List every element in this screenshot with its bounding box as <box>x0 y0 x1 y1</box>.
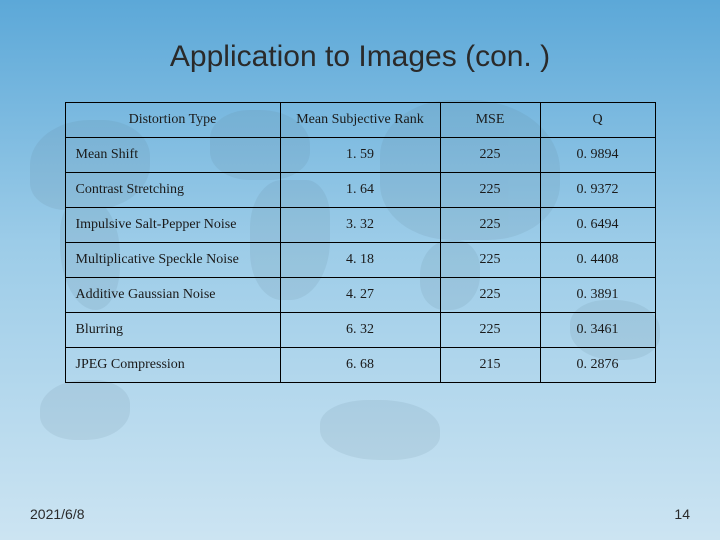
cell-type: Additive Gaussian Noise <box>65 278 280 313</box>
cell-mse: 225 <box>440 138 540 173</box>
table-row: Multiplicative Speckle Noise 4. 18 225 0… <box>65 243 655 278</box>
cell-mse: 225 <box>440 243 540 278</box>
cell-q: 0. 9372 <box>540 173 655 208</box>
cell-mse: 225 <box>440 313 540 348</box>
header-q: Q <box>540 103 655 138</box>
cell-rank: 3. 32 <box>280 208 440 243</box>
table-row: JPEG Compression 6. 68 215 0. 2876 <box>65 348 655 383</box>
cell-q: 0. 4408 <box>540 243 655 278</box>
table-header-row: Distortion Type Mean Subjective Rank MSE… <box>65 103 655 138</box>
footer-date: 2021/6/8 <box>30 506 85 522</box>
cell-mse: 225 <box>440 173 540 208</box>
cell-type: JPEG Compression <box>65 348 280 383</box>
slide-container: Application to Images (con. ) Distortion… <box>0 0 720 540</box>
cell-rank: 1. 64 <box>280 173 440 208</box>
cell-mse: 225 <box>440 278 540 313</box>
cell-q: 0. 9894 <box>540 138 655 173</box>
cell-mse: 215 <box>440 348 540 383</box>
cell-rank: 4. 27 <box>280 278 440 313</box>
table-row: Additive Gaussian Noise 4. 27 225 0. 389… <box>65 278 655 313</box>
cell-rank: 4. 18 <box>280 243 440 278</box>
distortion-table: Distortion Type Mean Subjective Rank MSE… <box>65 102 656 383</box>
cell-type: Contrast Stretching <box>65 173 280 208</box>
table-row: Impulsive Salt-Pepper Noise 3. 32 225 0.… <box>65 208 655 243</box>
header-distortion-type: Distortion Type <box>65 103 280 138</box>
cell-rank: 6. 68 <box>280 348 440 383</box>
header-mean-subjective-rank: Mean Subjective Rank <box>280 103 440 138</box>
cell-type: Mean Shift <box>65 138 280 173</box>
table-row: Mean Shift 1. 59 225 0. 9894 <box>65 138 655 173</box>
cell-q: 0. 6494 <box>540 208 655 243</box>
cell-q: 0. 3461 <box>540 313 655 348</box>
footer: 2021/6/8 14 <box>30 506 690 522</box>
table-row: Blurring 6. 32 225 0. 3461 <box>65 313 655 348</box>
cell-q: 0. 3891 <box>540 278 655 313</box>
footer-page-number: 14 <box>674 506 690 522</box>
slide-title: Application to Images (con. ) <box>60 40 660 74</box>
table-row: Contrast Stretching 1. 64 225 0. 9372 <box>65 173 655 208</box>
cell-q: 0. 2876 <box>540 348 655 383</box>
cell-rank: 6. 32 <box>280 313 440 348</box>
cell-mse: 225 <box>440 208 540 243</box>
cell-rank: 1. 59 <box>280 138 440 173</box>
cell-type: Multiplicative Speckle Noise <box>65 243 280 278</box>
header-mse: MSE <box>440 103 540 138</box>
cell-type: Impulsive Salt-Pepper Noise <box>65 208 280 243</box>
cell-type: Blurring <box>65 313 280 348</box>
